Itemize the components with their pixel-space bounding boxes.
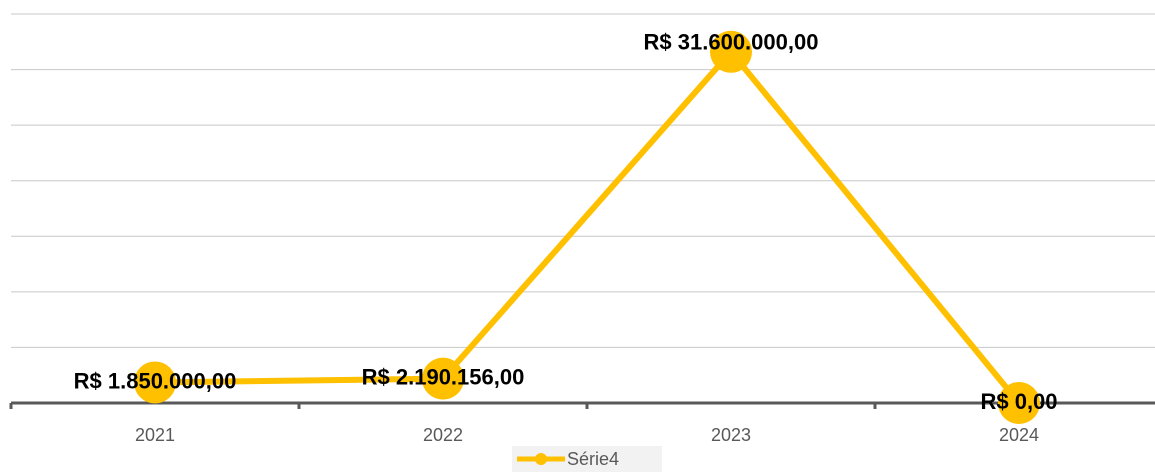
x-tick-label: 2021 <box>135 425 175 445</box>
data-label: R$ 2.190.156,00 <box>362 364 525 389</box>
data-label: R$ 31.600.000,00 <box>644 30 819 55</box>
legend-label: Série4 <box>567 449 619 469</box>
data-point <box>422 357 464 400</box>
data-point <box>134 361 176 404</box>
x-tick-label: 2022 <box>423 425 463 445</box>
x-tick-label: 2024 <box>999 425 1039 445</box>
data-point <box>710 30 752 73</box>
x-tick-label: 2023 <box>711 425 751 445</box>
legend-marker <box>535 453 547 465</box>
data-point <box>998 382 1040 424</box>
data-label: R$ 1.850.000,00 <box>74 368 237 393</box>
series-line <box>154 48 1022 405</box>
data-label: R$ 0,00 <box>980 389 1057 414</box>
